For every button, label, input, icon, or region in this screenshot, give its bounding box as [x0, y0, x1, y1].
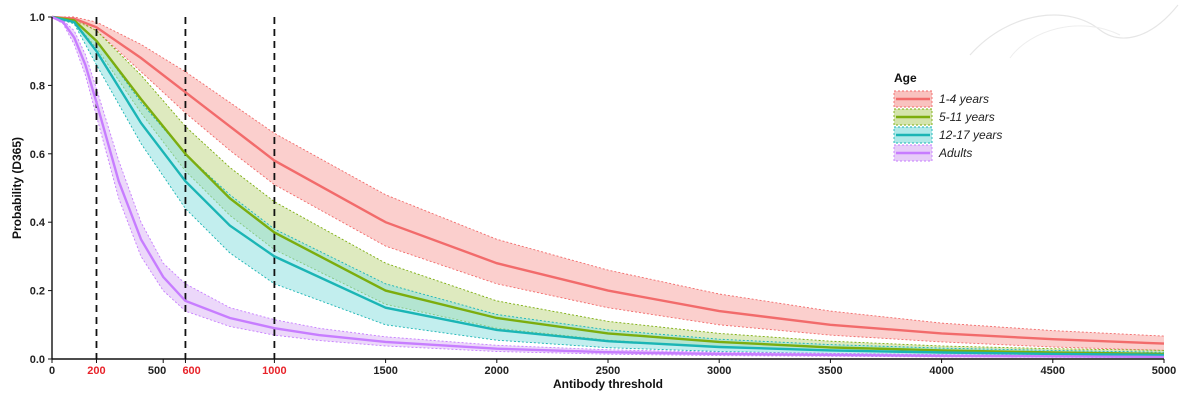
band-upper-1-4-years — [52, 16, 1165, 337]
legend-item-1-4-years: 1-4 years — [893, 90, 989, 108]
x-tick-label: 4500 — [1041, 365, 1065, 377]
band-upper-5-11-years — [51, 16, 1165, 351]
x-axis-title: Antibody threshold — [553, 377, 663, 391]
band-upper-adults — [51, 16, 1165, 357]
y-axis-title: Probability (D365) — [10, 137, 24, 239]
threshold-reference-lines — [95, 17, 276, 359]
x-tick-label: 0 — [49, 365, 55, 377]
line-5-11-years — [51, 15, 1165, 356]
y-axis-ticks: 0.0 0.2 0.4 0.6 0.8 1.0 — [30, 12, 52, 366]
y-tick-label: 0.4 — [30, 217, 46, 229]
y-tick-label: 0.6 — [30, 149, 45, 161]
band-lower-12-17-years — [51, 16, 1165, 358]
line-1-4-years — [51, 15, 1165, 345]
band-lower-adults — [51, 16, 1165, 359]
y-tick-label: 1.0 — [30, 12, 45, 24]
confidence-bands — [51, 16, 1165, 359]
legend-item-12-17-years: 12-17 years — [893, 126, 1002, 144]
x-tick-label: 3500 — [818, 365, 842, 377]
y-tick-label: 0.0 — [30, 354, 45, 366]
band-1-4-years — [52, 17, 1164, 351]
x-tick-label: 600 — [182, 365, 200, 377]
legend-item-5-11-years: 5-11 years — [893, 108, 995, 126]
legend-title: Age — [894, 71, 917, 85]
legend: Age 1-4 years 5-11 years 12-17 years Adults — [893, 71, 1002, 162]
background-swirl-decoration — [969, 4, 1179, 59]
y-tick-label: 0.2 — [30, 286, 45, 298]
x-tick-label: 1500 — [373, 365, 397, 377]
x-tick-label: 2000 — [485, 365, 509, 377]
line-12-17-years — [51, 15, 1165, 357]
legend-label: 1-4 years — [939, 92, 989, 106]
x-tick-label: 2500 — [596, 365, 620, 377]
x-tick-label: 1000 — [262, 365, 286, 377]
x-tick-label: 4000 — [929, 365, 953, 377]
line-adults — [51, 15, 1165, 359]
series-lines — [51, 15, 1165, 359]
band-upper-12-17-years — [51, 16, 1165, 353]
x-tick-label: 3000 — [707, 365, 731, 377]
legend-label: 5-11 years — [939, 110, 995, 124]
band-lower-1-4-years — [51, 16, 1165, 351]
band-12-17-years — [52, 17, 1164, 357]
legend-label: 12-17 years — [939, 128, 1002, 142]
legend-label: Adults — [938, 146, 972, 160]
x-tick-label: 5000 — [1152, 365, 1176, 377]
y-tick-label: 0.8 — [30, 80, 45, 92]
legend-item-adults: Adults — [893, 144, 972, 162]
x-tick-label: 200 — [87, 365, 105, 377]
x-axis-ticks: 0 200 500 600 1000 1500 2000 2500 3000 3500 4000 45… — [49, 359, 1176, 377]
x-tick-label: 500 — [148, 365, 166, 377]
